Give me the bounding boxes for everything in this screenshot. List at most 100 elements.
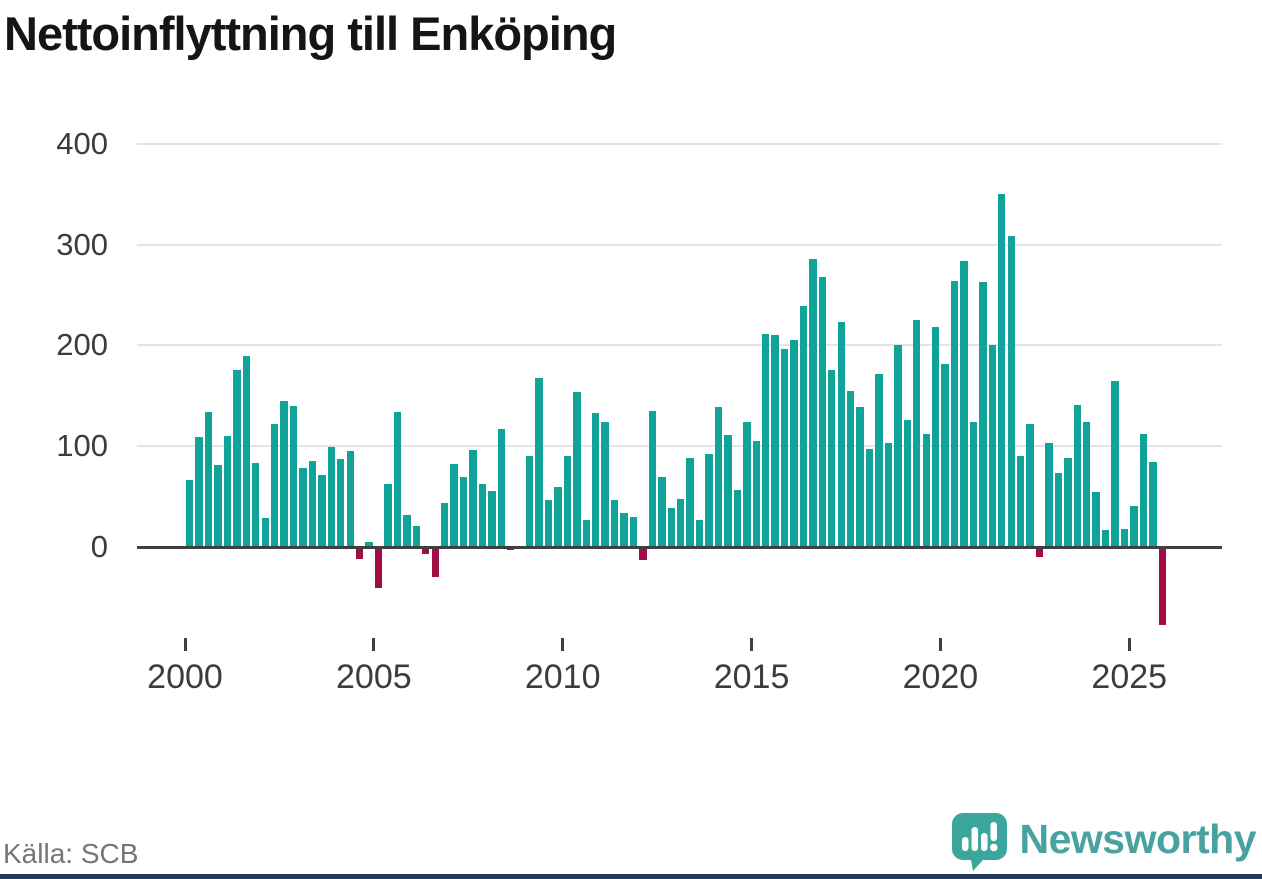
data-bar xyxy=(875,373,883,547)
data-bar xyxy=(743,422,751,547)
data-bar xyxy=(233,369,241,547)
data-bar xyxy=(998,194,1006,547)
data-bar xyxy=(1101,529,1110,547)
data-bar xyxy=(884,443,893,547)
data-bar xyxy=(346,451,354,547)
data-bar xyxy=(223,436,232,547)
bottom-accent-strip xyxy=(0,874,1262,879)
data-bar xyxy=(1083,422,1091,547)
data-bar xyxy=(270,424,279,547)
brand-wordmark: Newsworthy xyxy=(1019,815,1257,862)
data-bar xyxy=(724,435,732,547)
data-bar xyxy=(1139,434,1148,547)
data-bar xyxy=(705,454,713,547)
data-bar xyxy=(620,512,628,547)
data-bar xyxy=(648,410,657,547)
data-bar xyxy=(592,412,600,547)
data-bar xyxy=(1120,528,1129,547)
data-bar xyxy=(601,422,609,547)
data-bar xyxy=(1149,462,1157,547)
data-bar xyxy=(658,477,666,547)
data-bar xyxy=(1045,443,1053,547)
y-axis-tick-label: 300 xyxy=(56,226,108,262)
data-bar xyxy=(327,447,336,547)
data-bar xyxy=(1054,473,1063,547)
x-axis-tick-label: 2025 xyxy=(1091,658,1168,696)
data-bar xyxy=(931,327,940,547)
data-bar xyxy=(686,458,694,547)
data-bar xyxy=(865,449,874,547)
y-axis-tick-label: 100 xyxy=(56,428,108,464)
data-bar xyxy=(214,465,222,547)
data-bar xyxy=(979,281,987,547)
gridline xyxy=(137,243,1222,246)
gridline xyxy=(137,344,1222,347)
data-bar xyxy=(1016,456,1025,547)
data-bar xyxy=(497,429,505,547)
data-bar xyxy=(573,391,581,547)
data-bar xyxy=(337,459,345,547)
gridline xyxy=(137,445,1222,448)
data-bar xyxy=(988,345,996,547)
x-axis-tick-label: 2010 xyxy=(524,658,601,696)
data-bar xyxy=(894,345,902,547)
y-axis-tick-label: 200 xyxy=(56,327,108,363)
x-axis-tick xyxy=(183,638,187,651)
data-bar xyxy=(186,480,194,547)
data-bar xyxy=(507,548,515,551)
data-bar xyxy=(639,548,647,561)
data-bar xyxy=(488,490,496,547)
data-bar xyxy=(365,541,373,547)
newsworthy-bubble-icon xyxy=(951,813,1007,871)
data-bar xyxy=(837,322,845,547)
data-bar xyxy=(374,548,383,589)
x-axis-tick xyxy=(561,638,565,651)
x-axis-tick xyxy=(1127,638,1131,651)
x-axis-tick-label: 2020 xyxy=(902,658,979,696)
data-bar xyxy=(1064,458,1072,547)
data-bar xyxy=(1035,548,1044,558)
data-bar xyxy=(695,519,704,547)
data-bar xyxy=(913,320,921,547)
data-bar xyxy=(846,390,855,547)
data-bar xyxy=(204,411,213,547)
data-bar xyxy=(308,461,317,547)
data-bar xyxy=(922,434,930,547)
data-bar xyxy=(478,483,487,547)
data-bar xyxy=(629,516,638,547)
data-bar xyxy=(1111,380,1119,547)
source-note: Källa: SCB xyxy=(3,838,139,869)
data-bar xyxy=(1073,404,1081,547)
data-bar xyxy=(384,483,392,547)
data-bar xyxy=(422,548,430,555)
data-bar xyxy=(610,499,619,547)
data-bar xyxy=(431,548,439,578)
x-axis-tick xyxy=(750,638,754,651)
x-axis-tick xyxy=(938,638,942,651)
data-bar xyxy=(440,502,449,547)
data-bar xyxy=(544,499,553,547)
data-bar xyxy=(950,280,959,547)
data-bar xyxy=(828,369,836,547)
data-bar xyxy=(582,519,590,547)
data-bar xyxy=(714,406,723,547)
data-bar xyxy=(535,377,543,547)
data-bar xyxy=(563,456,572,547)
data-bar xyxy=(554,486,562,547)
data-bar xyxy=(1092,491,1100,547)
gridline xyxy=(137,142,1222,145)
data-bar xyxy=(818,276,827,547)
brand-logo: Newsworthy xyxy=(951,812,1257,872)
y-axis-tick-label: 0 xyxy=(90,529,108,564)
data-bar xyxy=(1007,235,1015,547)
data-bar xyxy=(667,507,675,547)
data-bar xyxy=(469,450,477,547)
y-axis-tick-label: 400 xyxy=(56,125,108,161)
data-bar xyxy=(393,411,402,547)
data-bar xyxy=(355,548,364,560)
data-bar xyxy=(299,468,307,547)
data-bar xyxy=(1026,424,1034,547)
data-bar xyxy=(752,441,760,547)
data-bar xyxy=(459,477,468,547)
